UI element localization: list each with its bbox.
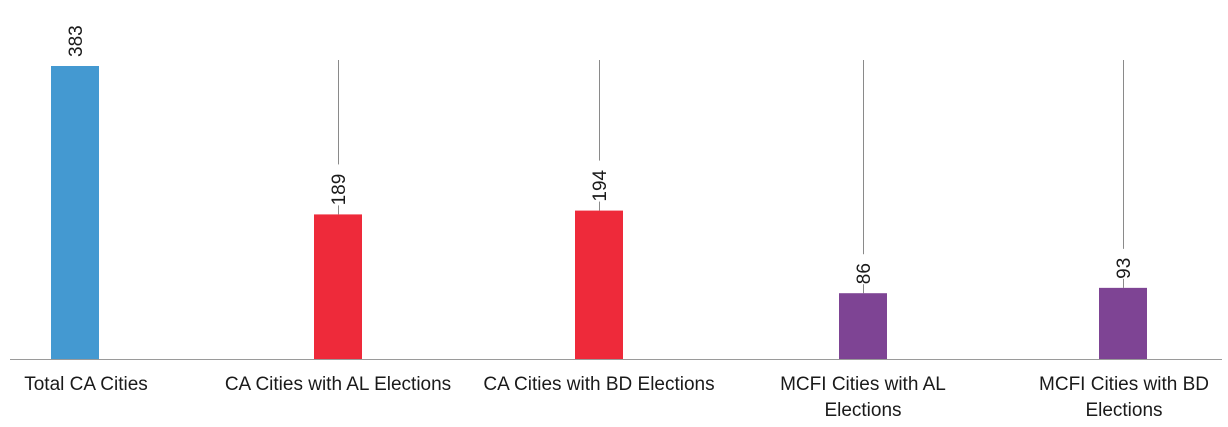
bar-1 — [314, 214, 362, 359]
data-label-0: 383 — [66, 25, 87, 57]
x-tick-label-total-ca-cities: Total CA Cities — [24, 374, 148, 395]
data-label-bg-4 — [1111, 248, 1135, 279]
leader-lines — [338, 60, 1124, 294]
data-labels: 383 189 194 86 93 — [63, 16, 1135, 285]
data-label-4: 93 — [1114, 258, 1135, 279]
bar-2 — [575, 210, 623, 359]
data-label-bg-3 — [851, 254, 875, 285]
bar-4 — [1099, 287, 1147, 359]
data-label-3: 86 — [854, 263, 875, 284]
bars — [51, 66, 1147, 359]
data-label-bg-0 — [63, 16, 87, 57]
x-tick-label-ca-cities-al: CA Cities with AL Elections — [224, 374, 452, 395]
data-label-bg-2 — [587, 160, 611, 202]
bar-0 — [51, 66, 99, 359]
data-label-1: 189 — [329, 174, 350, 206]
x-tick-label-mcfi-cities-al: MCFI Cities with AL Elections — [780, 374, 946, 421]
data-label-2: 194 — [590, 169, 611, 201]
data-label-bg-1 — [326, 164, 350, 206]
bar-3 — [839, 293, 887, 359]
x-tick-label-mcfi-cities-bd: MCFI Cities with BD Elections — [1039, 374, 1209, 421]
x-tick-label-ca-cities-bd: CA Cities with BD Elections — [483, 374, 715, 395]
